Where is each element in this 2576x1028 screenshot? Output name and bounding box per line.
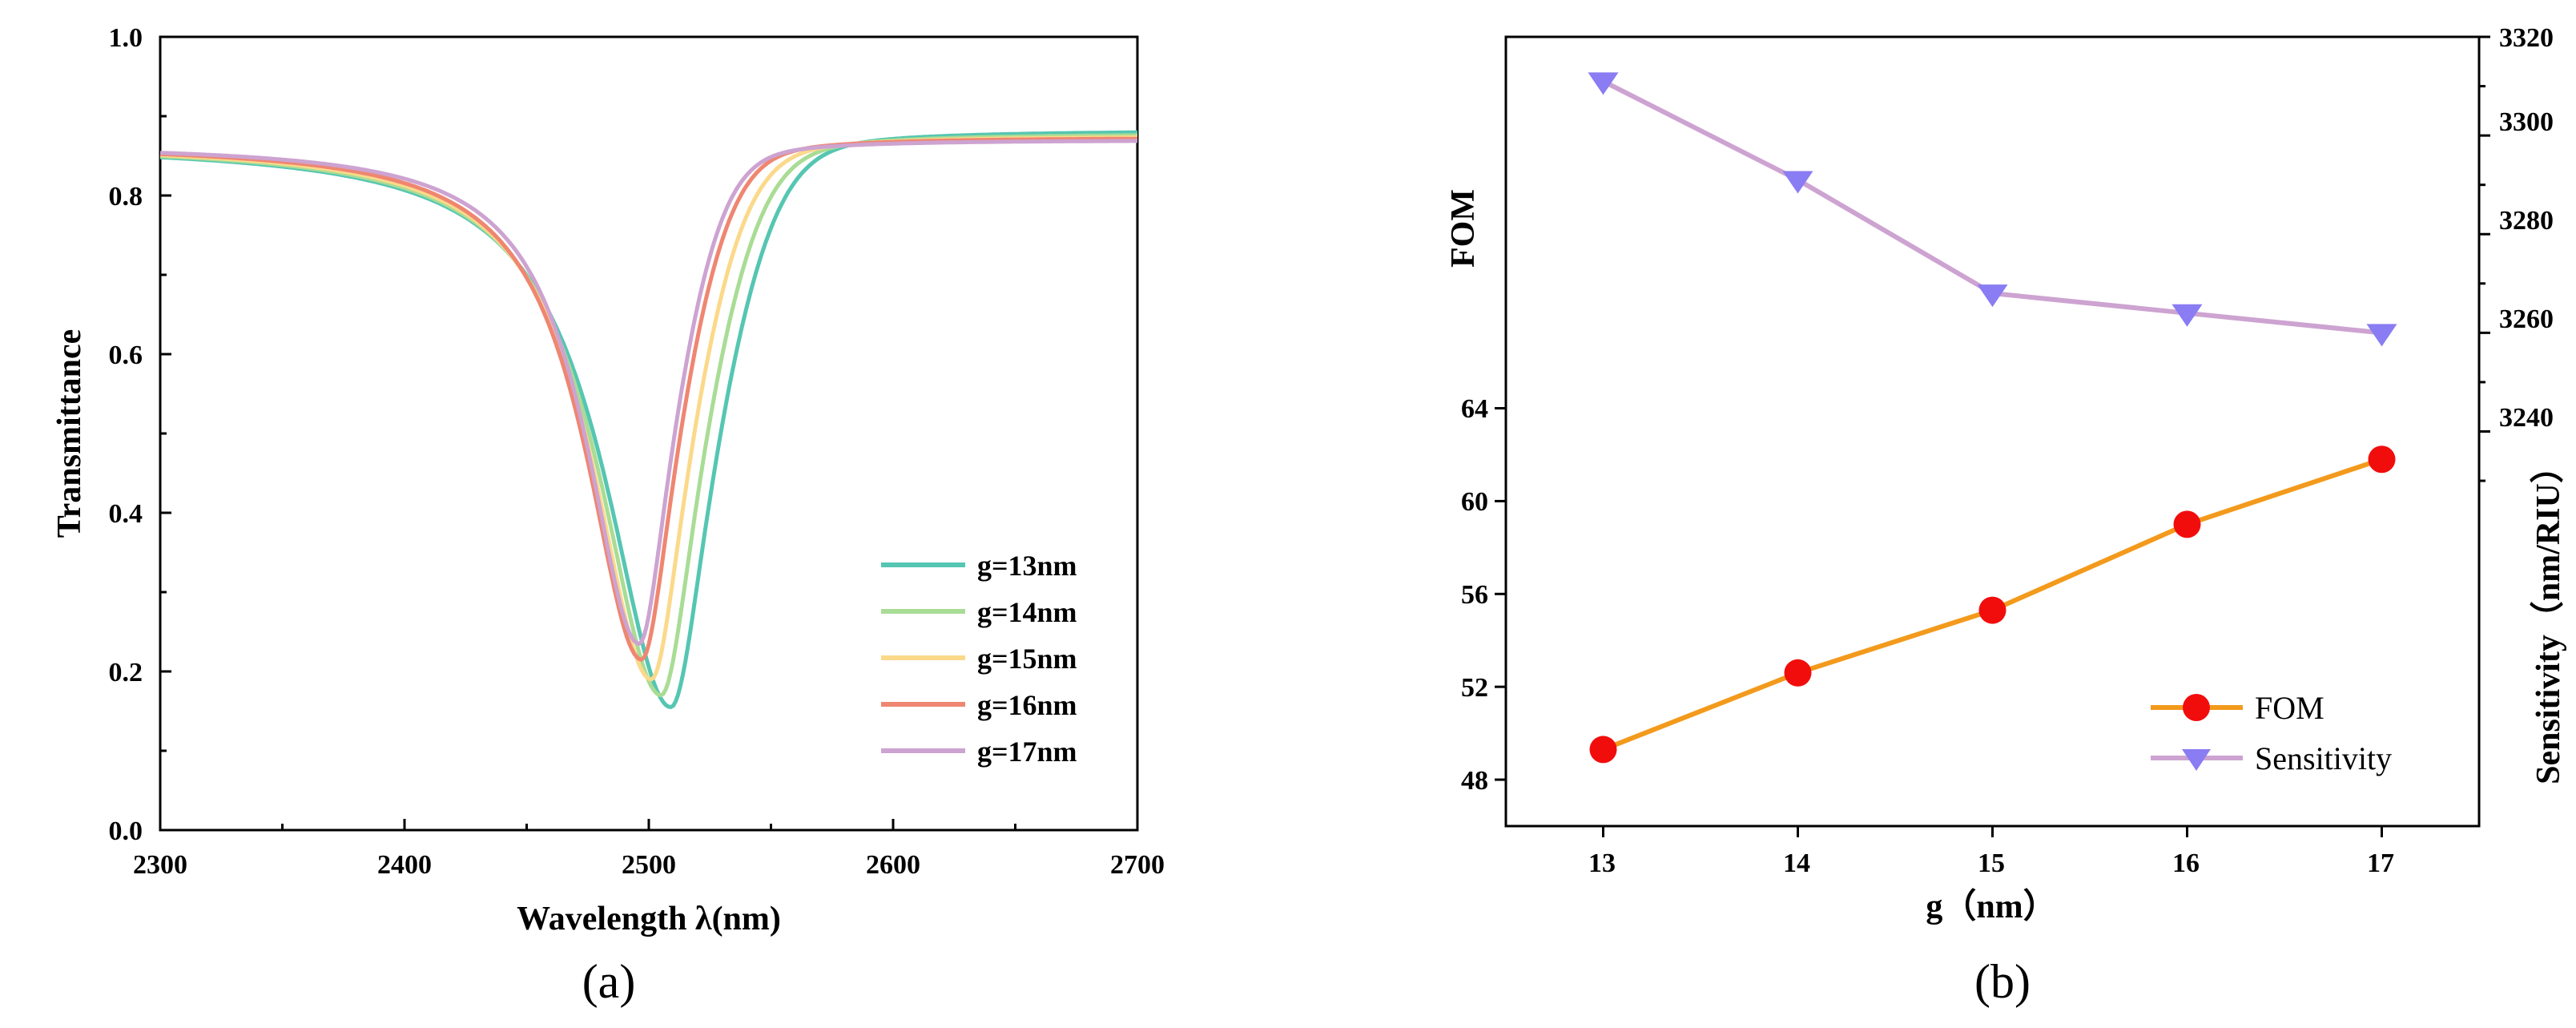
a-series-line xyxy=(159,139,1137,647)
a-legend-label: g=17nm xyxy=(977,736,1077,768)
panel-a-label: (a) xyxy=(582,955,636,1008)
b-legend-marker xyxy=(2183,694,2210,721)
b-left-ytick-label: 56 xyxy=(1461,580,1488,610)
a-ytick-label: 0.2 xyxy=(109,658,143,687)
a-ytick-label: 0.0 xyxy=(109,816,143,846)
fom-point xyxy=(1978,596,2006,624)
a-legend: g=13nm g=14nm g=15nm g=16nm g=17nm xyxy=(881,550,1077,768)
b-xtick-label: 15 xyxy=(1978,849,2005,878)
fom-point xyxy=(2173,510,2201,538)
sensitivity-point xyxy=(1782,171,1813,194)
a-xtick-label: 2500 xyxy=(622,850,676,880)
a-legend-label: g=13nm xyxy=(977,550,1077,582)
a-legend-label: g=14nm xyxy=(977,596,1077,628)
b-left-ytick-label: 64 xyxy=(1461,394,1488,424)
a-xtick-label: 2700 xyxy=(1110,850,1165,880)
fom-point xyxy=(1784,659,1812,687)
b-legend-marker xyxy=(2182,749,2211,771)
a-legend-label: g=16nm xyxy=(977,689,1077,721)
b-right-ytick-label: 3280 xyxy=(2499,206,2554,236)
panel-b-label: (b) xyxy=(1974,955,2031,1008)
b-right-ytick-label: 3260 xyxy=(2499,304,2554,334)
a-ytick-label: 0.8 xyxy=(109,182,143,212)
a-ytick-label: 1.0 xyxy=(109,23,143,53)
sensitivity-point xyxy=(2366,324,2397,347)
a-ytick-label: 0.6 xyxy=(109,341,143,370)
a-xtick-label: 2600 xyxy=(866,850,920,880)
b-legend-label: FOM xyxy=(2255,690,2324,726)
b-xtick-label: 17 xyxy=(2367,849,2394,878)
fom-point xyxy=(1589,736,1617,764)
a-x-axis-title: Wavelength λ(nm) xyxy=(517,901,781,937)
sensitivity-point xyxy=(1977,284,2008,308)
b-x-axis-title: g（nm） xyxy=(1926,888,2056,925)
panel-b-frame xyxy=(1504,35,2481,828)
sensitivity-point xyxy=(1588,72,1619,95)
panel-b-lines xyxy=(1588,72,2397,764)
b-right-axis-title: Sensitivity（nm/RIU） xyxy=(2530,449,2567,784)
b-xtick-label: 16 xyxy=(2172,849,2200,878)
panel-b-ticks xyxy=(1495,35,2490,837)
a-y-axis-title: Transmittance xyxy=(51,329,88,538)
b-right-ytick-label: 3300 xyxy=(2499,107,2554,137)
b-right-ytick-label: 3240 xyxy=(2499,403,2554,433)
fom-point xyxy=(2368,445,2396,474)
b-legend-label: Sensitivity xyxy=(2255,740,2392,776)
a-legend-label: g=15nm xyxy=(977,643,1077,675)
b-left-axis-title: FOM xyxy=(1445,189,1482,268)
b-right-ytick-label: 3320 xyxy=(2499,23,2554,53)
a-xtick-label: 2300 xyxy=(133,850,187,880)
b-left-ytick-label: 52 xyxy=(1461,673,1488,703)
b-left-ytick-label: 60 xyxy=(1461,487,1488,517)
b-left-ytick-label: 48 xyxy=(1461,766,1488,796)
panel-a-ticks xyxy=(159,35,1139,832)
b-xtick-label: 13 xyxy=(1588,849,1616,878)
sensitivity-point xyxy=(2171,304,2203,327)
panel-b: 13 14 15 16 17 48 52 56 60 64 3240 3260 … xyxy=(1445,23,2567,1008)
a-ytick-label: 0.4 xyxy=(109,499,143,529)
b-legend: FOM Sensitivity xyxy=(2151,690,2392,776)
a-xtick-label: 2400 xyxy=(377,850,432,880)
panel-a-curves xyxy=(159,130,1138,710)
panel-a: 2300 2400 2500 2600 2700 0.0 0.2 0.4 0.6… xyxy=(51,23,1165,1008)
b-xtick-label: 14 xyxy=(1783,849,1810,878)
